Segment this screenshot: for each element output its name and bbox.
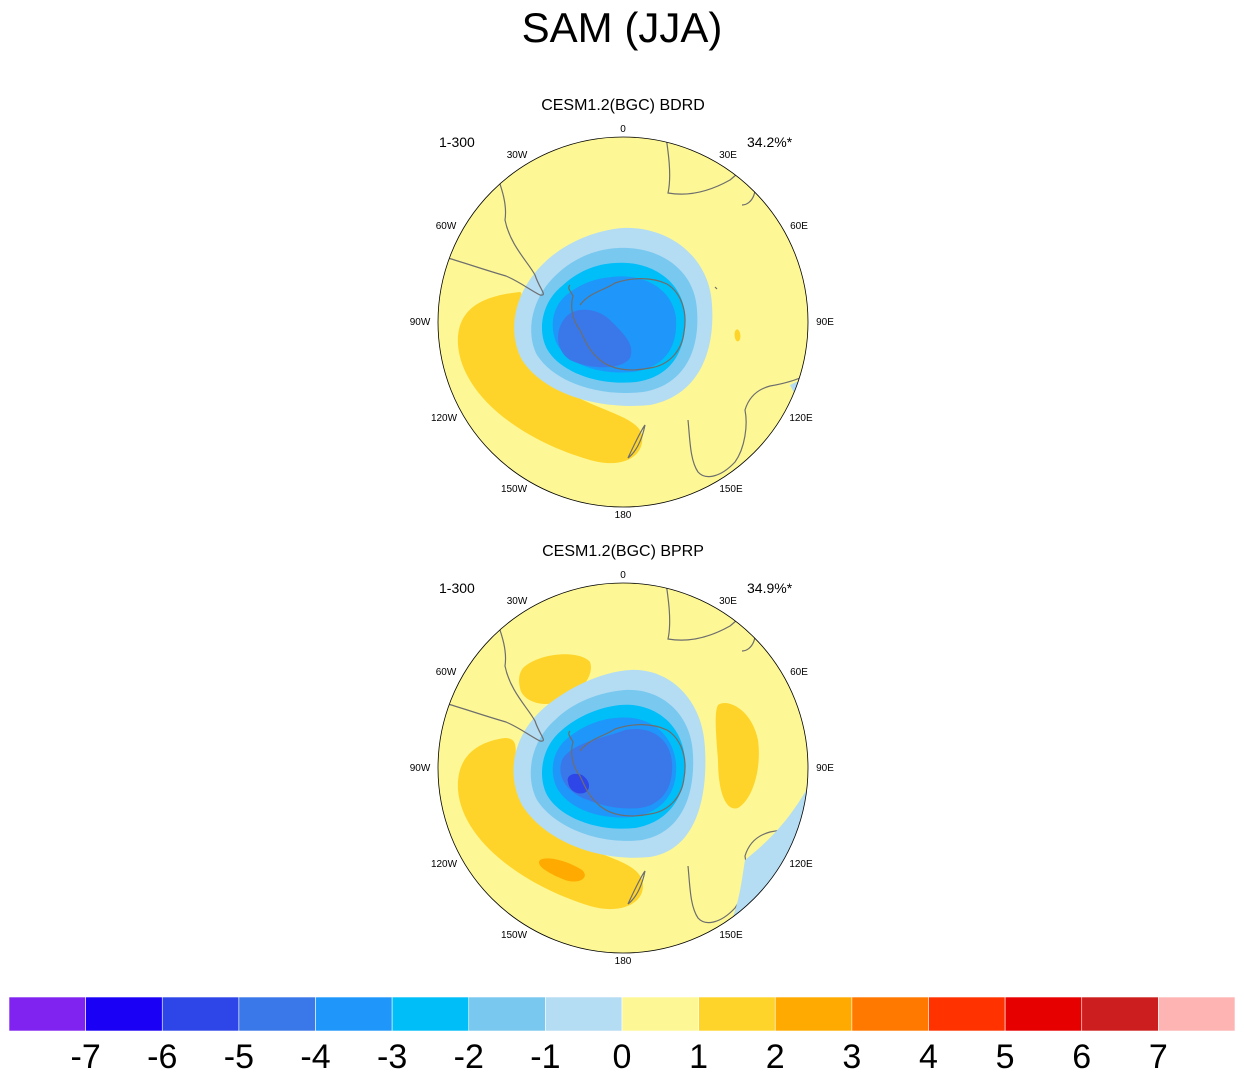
colorbar-swatch-10 [774,996,853,1032]
lon-label-180: 180 [615,510,632,521]
colorbar-tick-label: -6 [147,1038,177,1076]
colorbar-swatch-15 [1158,996,1236,1032]
new-zealand-coast [627,870,646,905]
colorbar-swatch-11 [851,996,929,1032]
colorbar-swatch-1 [85,996,163,1032]
lon-label-120e: 120E [789,413,813,424]
panel-variance-label: 34.2%* [747,134,793,150]
map-field [438,137,808,507]
panel-title: CESM1.2(BGC) BPRP [542,543,704,560]
colorbar-tick-label: 1 [689,1038,708,1076]
longitude-labels: 0 30E 60E 90E 120E 150E 180 150W 120W 90… [410,124,835,521]
colorbar-swatch-7 [545,996,623,1032]
antarctica-coast [568,278,686,371]
colorbar-swatch-2 [161,996,240,1032]
south-georgia [714,286,718,290]
lon-label-90w: 90W [410,763,431,774]
lon-label-60w: 60W [436,221,457,232]
colorbar-tick-label: -7 [71,1038,101,1076]
panel-title: CESM1.2(BGC) BDRD [541,97,705,114]
lon-label-60e: 60E [790,221,808,232]
panel-variance-label: 34.9%* [747,580,793,596]
south-america-coast [447,159,544,296]
colorbar-swatch-0 [8,996,86,1032]
colorbar-labels: -7 -6 -5 -4 -3 -2 -1 0 1 2 3 4 5 6 7 [71,1038,1168,1076]
colorbar-swatch-6 [468,996,546,1032]
colorbar-tick-label: 6 [1072,1038,1091,1076]
colorbar-tick-label: 0 [613,1038,632,1076]
australia-coast [687,377,801,478]
antarctica-coast [568,724,686,817]
colorbar-tick-label: 7 [1149,1038,1168,1076]
lon-label-60e: 60E [790,667,808,678]
lon-label-30w: 30W [507,150,528,161]
colorbar-tick-label: 3 [842,1038,861,1076]
colorbar-swatch-9 [698,996,776,1032]
colorbar-swatch-8 [621,996,699,1032]
lon-label-180: 180 [615,956,632,967]
colorbar-tick-label: -3 [377,1038,407,1076]
colorbar-swatch-14 [1081,996,1159,1032]
lon-label-30w: 30W [507,596,528,607]
lon-label-150w: 150W [501,930,528,941]
contour-band-1-to-2 [457,292,643,464]
new-zealand-coast [627,424,646,459]
lon-label-90w: 90W [410,317,431,328]
contour-band-1-to-2-southeast-pacific [457,738,643,910]
panel-bdrd: CESM1.2(BGC) BDRD 1-300 34.2%* [410,97,835,521]
colorbar-tick-label: -5 [224,1038,254,1076]
panel-bprp: CESM1.2(BGC) BPRP 1-300 34.9%* [410,543,835,967]
chart-title: SAM (JJA) [522,4,723,51]
colorbar-swatch-4 [315,996,393,1032]
colorbar-tick-label: -1 [530,1038,560,1076]
lon-label-150e: 150E [719,484,743,495]
colorbar-swatches [8,996,1236,1032]
colorbar-swatch-12 [928,996,1006,1032]
lon-label-150w: 150W [501,484,528,495]
lon-label-60w: 60W [436,667,457,678]
longitude-labels: 0 30E 60E 90E 120E 150E 180 150W 120W 90… [410,570,835,967]
contour-band-1-to-2-small [734,329,741,342]
lon-label-120w: 120W [431,859,458,870]
map-field [438,583,808,953]
contour-band-1-to-2-indian [715,703,759,809]
lon-label-90e: 90E [816,317,834,328]
colorbar-tick-label: -2 [454,1038,484,1076]
lon-label-90e: 90E [816,763,834,774]
colorbar-swatch-3 [238,996,316,1032]
contour-band-2-to-3 [539,858,585,882]
colorbar-tick-label: 2 [766,1038,785,1076]
lon-label-120e: 120E [789,859,813,870]
south-america-coast [447,605,544,742]
colorbar: -7 -6 -5 -4 -3 -2 -1 0 1 2 3 4 5 6 7 [8,996,1236,1076]
colorbar-swatch-5 [391,996,470,1032]
contour-band-neg6-to-neg5 [567,773,590,794]
lon-label-30e: 30E [719,150,737,161]
indian-ocean-negative-patch [730,780,808,925]
colorbar-tick-label: 5 [996,1038,1015,1076]
map-boundary [437,136,809,508]
lon-label-150e: 150E [719,930,743,941]
lon-label-0: 0 [620,124,626,135]
lon-label-30e: 30E [719,596,737,607]
panel-years-label: 1-300 [439,134,475,150]
panel-years-label: 1-300 [439,580,475,596]
colorbar-swatch-13 [1004,996,1083,1032]
colorbar-tick-label: 4 [919,1038,938,1076]
map-boundary [437,582,809,954]
colorbar-tick-label: -4 [300,1038,330,1076]
lon-label-0: 0 [620,570,626,581]
lon-label-120w: 120W [431,413,458,424]
